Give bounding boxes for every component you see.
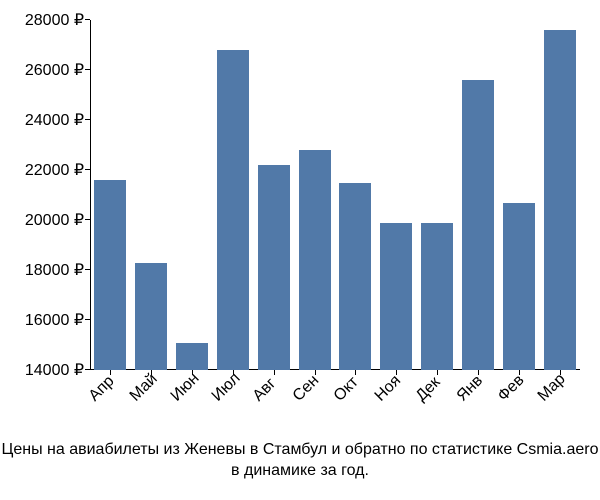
bar — [258, 165, 290, 370]
x-tick-mark — [315, 370, 316, 375]
x-tick-mark — [478, 370, 479, 375]
y-tick-label: 14000 ₽ — [25, 360, 84, 380]
x-axis-label: Окт — [331, 374, 363, 406]
x-axis-label: Мар — [535, 371, 570, 406]
x-axis-label: Янв — [453, 372, 486, 405]
bar — [462, 80, 494, 370]
y-tick-mark — [85, 19, 90, 20]
bar — [544, 30, 576, 370]
y-tick-label: 18000 ₽ — [25, 260, 84, 280]
x-axis-label: Фев — [494, 372, 528, 406]
chart-caption: Цены на авиабилеты из Женевы в Стамбул и… — [0, 439, 600, 482]
bar — [299, 150, 331, 370]
bar — [421, 223, 453, 371]
bar — [380, 223, 412, 371]
y-tick-mark — [85, 169, 90, 170]
x-axis-label: Июн — [168, 370, 204, 406]
y-tick-label: 24000 ₽ — [25, 110, 84, 130]
x-tick-mark — [396, 370, 397, 375]
y-tick-label: 16000 ₽ — [25, 310, 84, 330]
x-axis-label: Ноя — [372, 372, 405, 405]
y-tick-label: 26000 ₽ — [25, 60, 84, 80]
y-tick-mark — [85, 369, 90, 370]
bar — [94, 180, 126, 370]
y-tick-label: 28000 ₽ — [25, 10, 84, 30]
x-axis-label: Май — [127, 371, 162, 406]
chart-container: 14000 ₽ 16000 ₽ 18000 ₽ 20000 ₽ 22000 ₽ 24000… — [0, 0, 600, 500]
y-axis-line — [90, 20, 91, 370]
x-tick-mark — [274, 370, 275, 375]
x-axis-label: Апр — [86, 373, 119, 406]
x-tick-mark — [110, 370, 111, 375]
y-tick-mark — [85, 219, 90, 220]
x-axis-label: Сен — [290, 372, 323, 405]
y-tick-label: 22000 ₽ — [25, 160, 84, 180]
y-tick-mark — [85, 269, 90, 270]
bar — [339, 183, 371, 371]
x-tick-mark — [355, 370, 356, 375]
bar — [503, 203, 535, 371]
x-axis-label: Июл — [208, 370, 244, 406]
y-tick-mark — [85, 69, 90, 70]
bar — [135, 263, 167, 371]
x-axis-label: Авг — [249, 375, 279, 405]
bar — [176, 343, 208, 371]
x-tick-mark — [437, 370, 438, 375]
y-tick-mark — [85, 119, 90, 120]
y-tick-mark — [85, 319, 90, 320]
x-axis-label: Дек — [413, 374, 445, 406]
bar — [217, 50, 249, 370]
y-tick-label: 20000 ₽ — [25, 210, 84, 230]
plot-area: 14000 ₽16000 ₽18000 ₽20000 ₽22000 ₽24000… — [90, 20, 580, 370]
